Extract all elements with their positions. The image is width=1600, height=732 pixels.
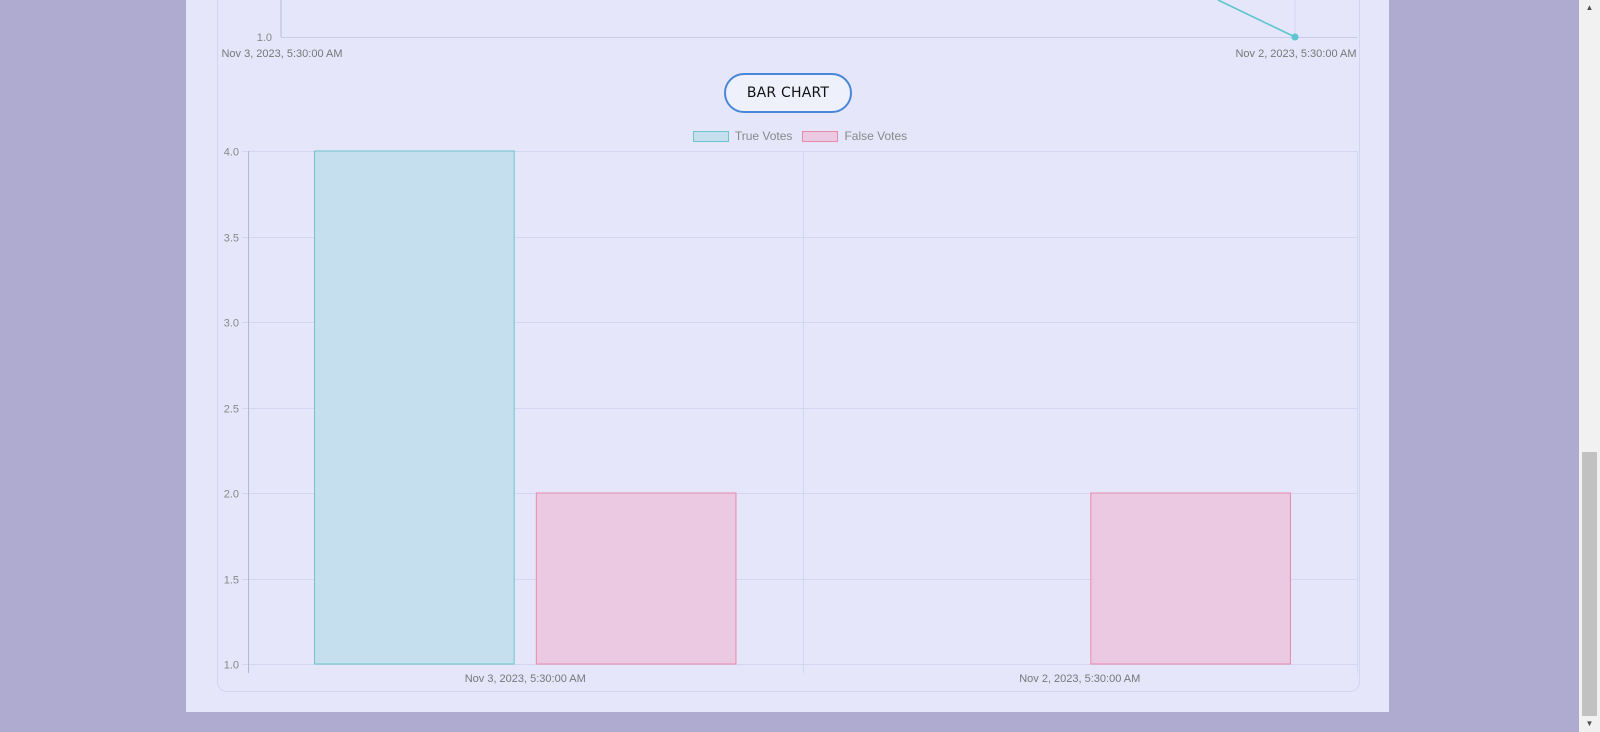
legend-label-true-votes: True Votes (734, 129, 793, 143)
chart-legend: True Votes False Votes (0, 128, 1600, 144)
legend-label-false-votes: False Votes (844, 129, 908, 143)
bar-false-votes (535, 492, 737, 665)
bar-chart-toggle-button[interactable]: BAR CHART (724, 73, 852, 113)
legend-swatch-true-votes (692, 130, 729, 142)
y-tick-label: 3.5 (224, 233, 239, 245)
x-tick-label: Nov 2, 2023, 5:30:00 AM (1019, 673, 1140, 685)
chart-card (217, 0, 1360, 692)
x-tick-label: Nov 3, 2023, 5:30:00 AM (465, 673, 586, 685)
bar-true-votes (314, 150, 515, 665)
line-chart-series-line (1217, 0, 1296, 38)
y-tick-label: 2.0 (224, 489, 239, 501)
legend-swatch-false-votes (802, 130, 839, 142)
y-tick-label: 2.5 (224, 404, 239, 416)
line-chart-y-tick: 1.0 (257, 32, 272, 44)
y-tick-label: 1.5 (224, 575, 239, 587)
legend-item-false-votes[interactable]: False Votes (802, 128, 907, 144)
line-chart-point (1291, 33, 1299, 41)
scrollbar-thumb[interactable] (1582, 452, 1597, 716)
legend-item-true-votes[interactable]: True Votes (692, 128, 793, 144)
line-chart-partial: 1.0 Nov 3, 2023, 5:30:00 AM Nov 2, 2023,… (221, 0, 1357, 60)
y-tick-label: 4.0 (224, 147, 239, 159)
line-chart-x-label-1: Nov 3, 2023, 5:30:00 AM (221, 48, 342, 60)
scrollbar[interactable]: ▲ ▼ (1579, 0, 1600, 732)
scroll-up-icon[interactable]: ▲ (1585, 3, 1594, 12)
line-chart-x-label-2: Nov 2, 2023, 5:30:00 AM (1235, 48, 1356, 60)
scroll-down-icon[interactable]: ▼ (1585, 719, 1594, 728)
y-tick-label: 3.0 (224, 318, 239, 330)
bar-false-votes (1090, 492, 1291, 665)
y-tick-label: 1.0 (224, 660, 239, 672)
